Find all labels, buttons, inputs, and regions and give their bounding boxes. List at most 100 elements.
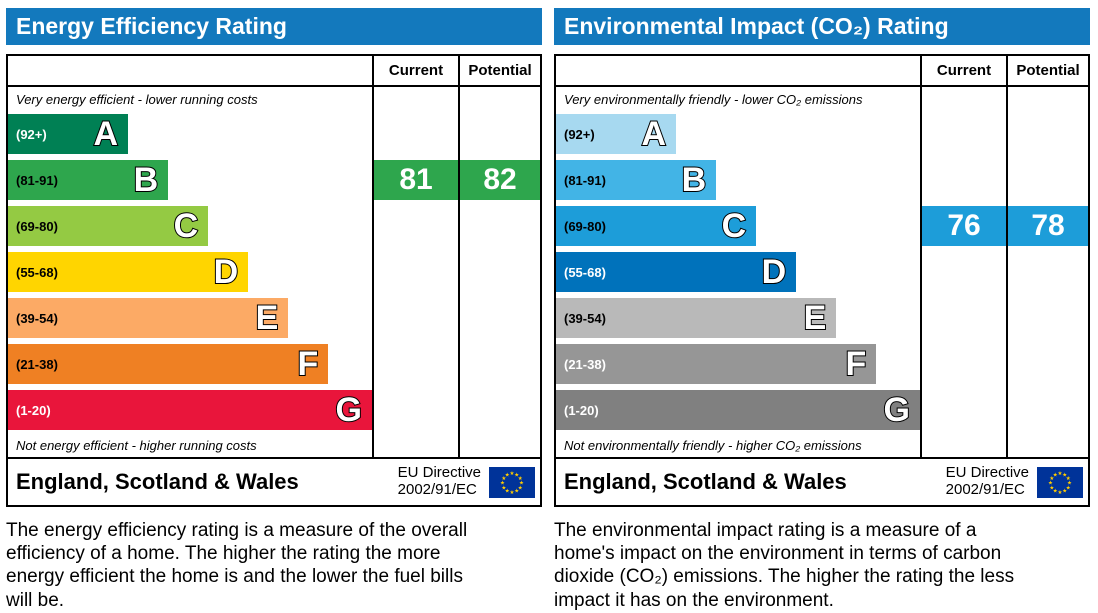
band-range-label: (92+): [16, 126, 47, 142]
svg-text:★: ★: [1053, 472, 1058, 478]
bands-area: Very environmentally friendly - lower CO…: [556, 87, 920, 457]
band-range-label: (69-80): [16, 218, 58, 234]
band-letter: F: [297, 345, 320, 383]
eu-directive-line2: 2002/91/EC: [945, 481, 1025, 498]
svg-text:★: ★: [1058, 471, 1063, 477]
band-letter: C: [173, 207, 200, 245]
band-bar-d: (55-68) D: [556, 252, 797, 292]
rating-band-g: (1-20) G: [8, 387, 372, 433]
band-bar-g: (1-20) G: [556, 390, 920, 430]
top-note: Very energy efficient - lower running co…: [16, 92, 258, 107]
band-bar-d: (55-68) D: [8, 252, 249, 292]
svg-text:★: ★: [1067, 480, 1072, 486]
rating-band-c: (69-80) C: [556, 203, 920, 249]
svg-text:★: ★: [518, 485, 523, 491]
band-letter: G: [883, 391, 911, 429]
svg-text:★: ★: [500, 480, 505, 486]
svg-text:★: ★: [518, 475, 523, 481]
rating-band-e: (39-54) E: [556, 295, 920, 341]
rating-band-a: (92+) A: [556, 111, 920, 157]
bottom-note: Not environmentally friendly - higher CO…: [564, 438, 862, 453]
svg-text:★: ★: [510, 471, 515, 477]
band-letter: B: [133, 161, 160, 199]
bottom-note: Not energy efficient - higher running co…: [16, 438, 257, 453]
current-column-header: Current: [372, 56, 458, 87]
svg-text:★: ★: [1062, 472, 1067, 478]
svg-text:★: ★: [1066, 475, 1071, 481]
current-column-header: Current: [920, 56, 1006, 87]
potential-value-column: 82: [458, 87, 540, 457]
svg-text:★: ★: [1058, 490, 1063, 496]
environmental-description-text: The environmental impact rating is a mea…: [554, 520, 1015, 611]
band-letter: A: [641, 115, 668, 153]
band-bar-f: (21-38) F: [556, 344, 877, 384]
band-range-label: (55-68): [16, 264, 58, 280]
energy-efficiency-panel: Energy Efficiency Rating Current Potenti…: [6, 8, 542, 612]
chart-footer: England, Scotland & Wales EU Directive 2…: [556, 457, 1088, 505]
rating-band-g: (1-20) G: [556, 387, 920, 433]
eu-directive-line1: EU Directive: [397, 464, 481, 482]
band-list: (92+) A (81-91) B (69-80) C (55-68) D (39-54) E (2…: [556, 111, 920, 433]
panel-title-energy: Energy Efficiency Rating: [6, 8, 542, 45]
panel-title-environmental: Environmental Impact (CO₂) Rating: [554, 8, 1090, 45]
top-note: Very environmentally friendly - lower CO…: [564, 92, 863, 107]
rating-band-b: (81-91) B: [8, 157, 372, 203]
environmental-impact-panel: Environmental Impact (CO₂) Rating Curren…: [554, 8, 1090, 612]
current-value-column: 81: [372, 87, 458, 457]
band-letter: D: [213, 253, 240, 291]
energy-rating-chart: Current Potential Very energy efficient …: [6, 54, 542, 507]
band-bar-a: (92+) A: [8, 114, 129, 154]
potential-rating-value: 82: [460, 160, 540, 200]
svg-text:★: ★: [505, 488, 510, 494]
chart-footer: England, Scotland & Wales EU Directive 2…: [8, 457, 540, 505]
rating-grid: Current Potential Very energy efficient …: [8, 56, 540, 457]
rating-grid: Current Potential Very environmentally f…: [556, 56, 1088, 457]
svg-text:★: ★: [1049, 475, 1054, 481]
svg-text:★: ★: [1066, 485, 1071, 491]
svg-text:★: ★: [1048, 480, 1053, 486]
rating-band-f: (21-38) F: [8, 341, 372, 387]
eu-flag-icon: ★ ★★ ★★★ ★★★ ★★★: [1037, 466, 1083, 498]
band-range-label: (39-54): [564, 310, 606, 326]
band-bar-b: (81-91) B: [8, 160, 169, 200]
rating-band-f: (21-38) F: [556, 341, 920, 387]
band-range-label: (1-20): [16, 402, 51, 418]
band-range-label: (55-68): [564, 264, 606, 280]
potential-column-header: Potential: [1006, 56, 1088, 87]
eu-flag-icon: ★ ★★ ★★★ ★★★ ★★★: [489, 466, 535, 498]
svg-text:★: ★: [501, 475, 506, 481]
rating-band-c: (69-80) C: [8, 203, 372, 249]
region-label: England, Scotland & Wales: [16, 469, 299, 494]
current-value-column: 76: [920, 87, 1006, 457]
svg-text:★: ★: [505, 472, 510, 478]
band-letter: F: [845, 345, 868, 383]
band-bar-b: (81-91) B: [556, 160, 717, 200]
band-list: (92+) A (81-91) B (69-80) C (55-68) D (39-54) E (2…: [8, 111, 372, 433]
band-range-label: (1-20): [564, 402, 599, 418]
band-letter: E: [803, 299, 828, 337]
eu-directive-line2: 2002/91/EC: [397, 481, 477, 498]
potential-rating-value: 78: [1008, 206, 1088, 246]
band-range-label: (21-38): [564, 356, 606, 372]
band-bar-c: (69-80) C: [8, 206, 209, 246]
current-rating-value: 81: [374, 160, 458, 200]
rating-band-e: (39-54) E: [8, 295, 372, 341]
svg-text:★: ★: [1049, 485, 1054, 491]
band-bar-e: (39-54) E: [8, 298, 289, 338]
svg-text:★: ★: [1062, 488, 1067, 494]
band-range-label: (39-54): [16, 310, 58, 326]
eu-directive-label: EU Directive 2002/91/EC: [945, 464, 1029, 499]
band-letter: G: [335, 391, 363, 429]
band-bar-f: (21-38) F: [8, 344, 329, 384]
band-range-label: (69-80): [564, 218, 606, 234]
header-corner-cell: [556, 56, 920, 87]
rating-band-d: (55-68) D: [556, 249, 920, 295]
band-letter: E: [255, 299, 280, 337]
potential-value-column: 78: [1006, 87, 1088, 457]
band-range-label: (81-91): [564, 172, 606, 188]
band-letter: D: [761, 253, 788, 291]
current-rating-value: 76: [922, 206, 1006, 246]
svg-text:★: ★: [514, 472, 519, 478]
region-label: England, Scotland & Wales: [564, 469, 847, 494]
